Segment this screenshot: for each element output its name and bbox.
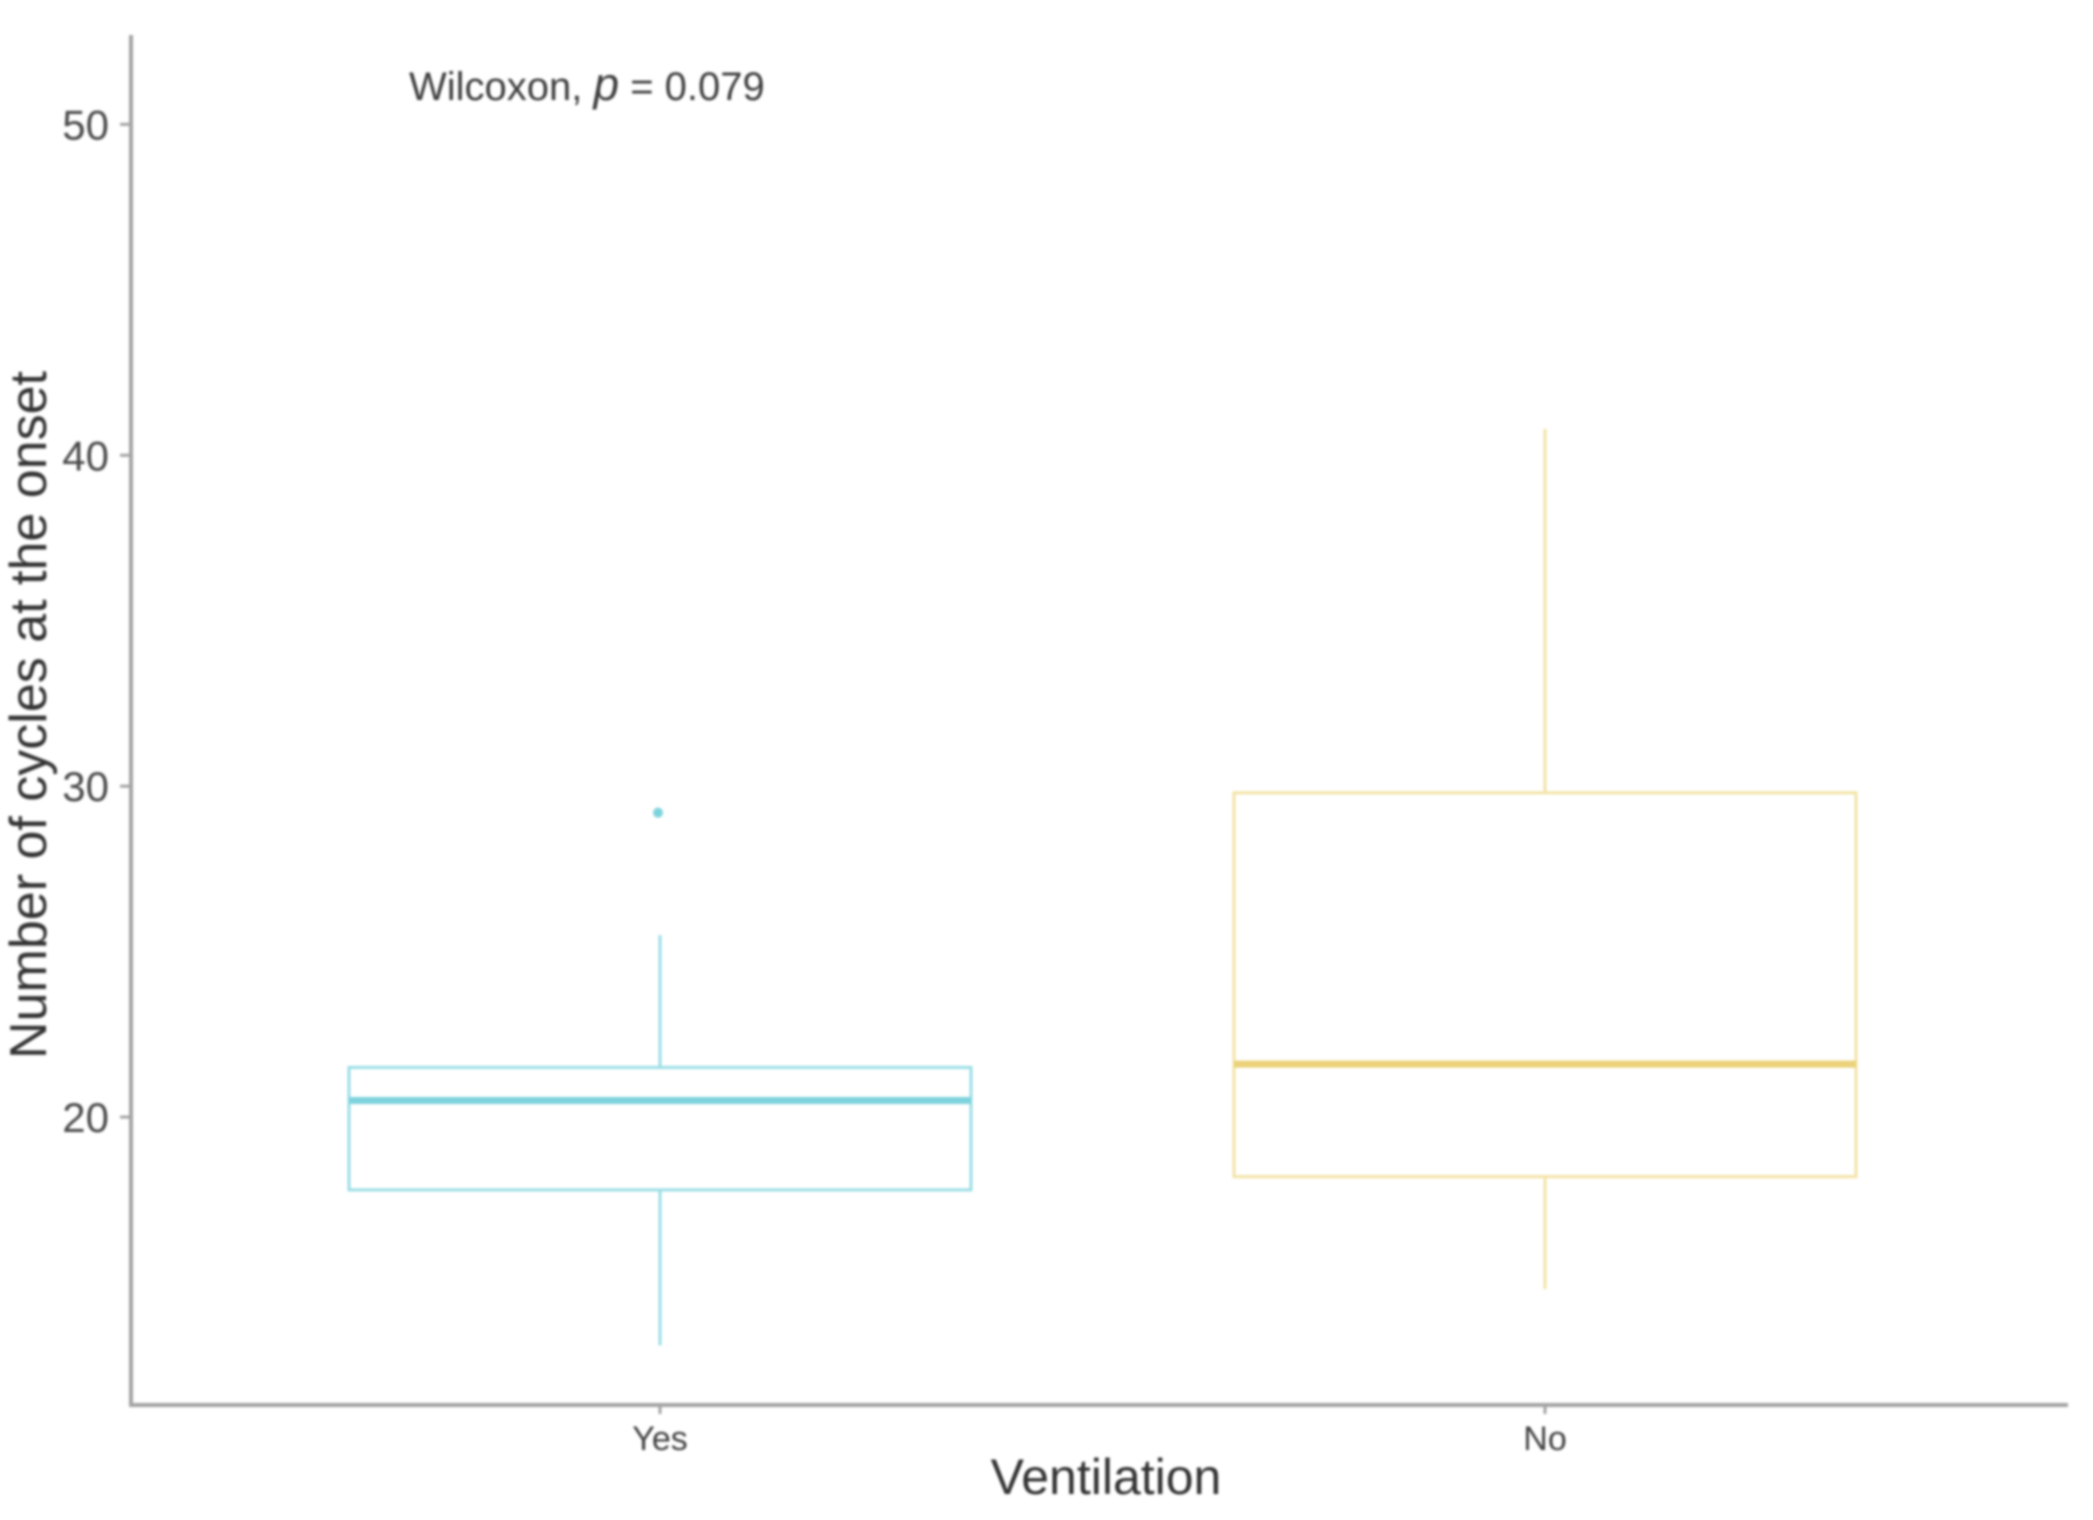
stat-annotation-suffix: = 0.079 (619, 65, 765, 109)
y-axis-tick-label: 40 (62, 432, 109, 479)
x-axis-category-label: Yes (632, 1420, 687, 1458)
yes-iqr-box (347, 1065, 973, 1192)
axis-lines (129, 35, 2068, 1407)
x-axis-category-label: No (1523, 1420, 1566, 1458)
stat-annotation: Wilcoxon, p = 0.079 (409, 58, 765, 110)
x-axis-title: Ventilation (991, 1449, 1222, 1505)
yes-outlier-point (653, 807, 663, 818)
stat-annotation-prefix: Wilcoxon, (409, 65, 594, 109)
y-axis-tick-label: 30 (62, 763, 109, 810)
no-iqr-box (1232, 791, 1858, 1179)
y-axis-tick-label: 20 (62, 1094, 109, 1141)
stat-annotation-p-symbol: p (592, 58, 620, 110)
chart-marks: 20 30 40 50 Yes No (62, 35, 2068, 1458)
y-axis-title: Number of cycles at the onset (0, 371, 58, 1059)
y-axis-tick-label: 50 (62, 101, 109, 148)
